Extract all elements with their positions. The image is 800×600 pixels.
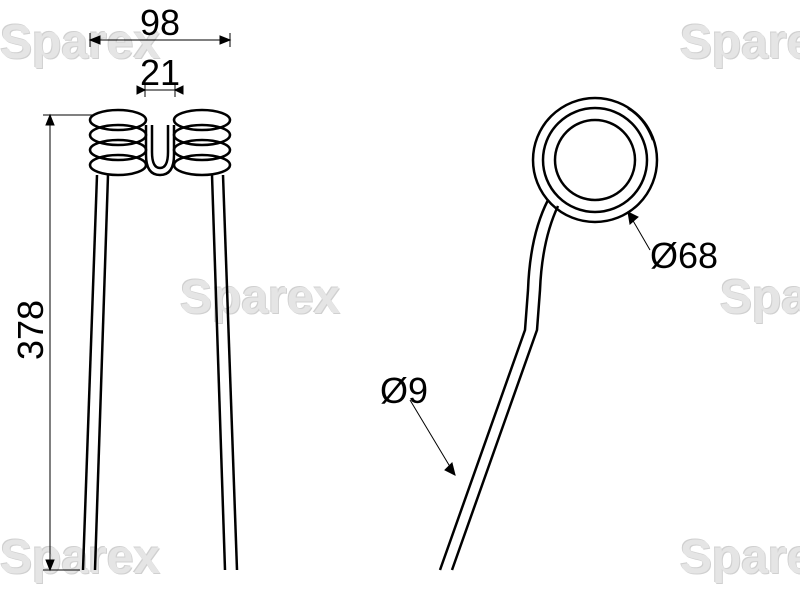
technical-drawing — [0, 0, 800, 600]
